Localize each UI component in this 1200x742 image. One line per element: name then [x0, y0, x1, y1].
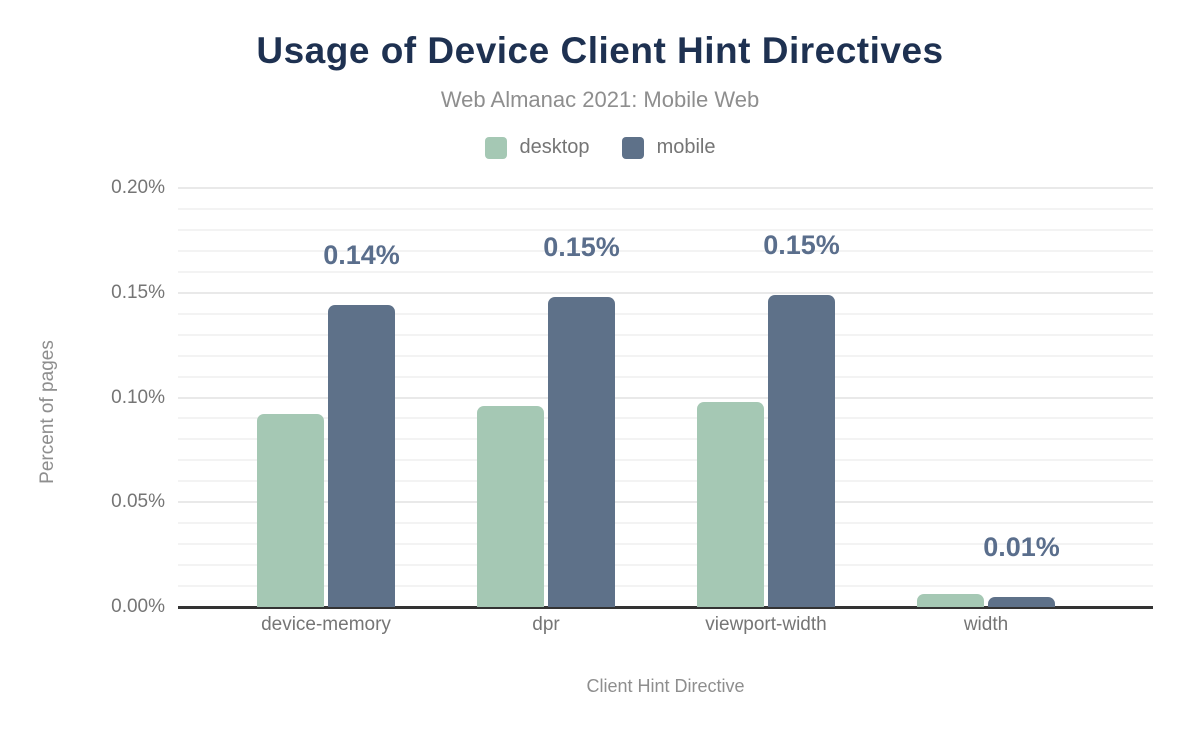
gridline-minor [178, 333, 1153, 336]
y-tick-label: 0.15% [111, 281, 165, 303]
gridline-minor [178, 228, 1153, 231]
y-tick-label: 0.20% [111, 177, 165, 198]
bar-mobile-viewport-width [768, 294, 835, 607]
legend-swatch-mobile-icon [621, 136, 644, 159]
gridline-minor [178, 375, 1153, 378]
x-axis-baseline [178, 606, 1153, 609]
gridline-minor [178, 522, 1153, 525]
y-tick-label: 0.10% [111, 386, 165, 408]
y-axis-title: Percent of pages [37, 340, 58, 484]
bar-mobile-width [988, 596, 1055, 607]
gridline-major [178, 291, 1153, 294]
bar-desktop-width [917, 594, 984, 607]
bar-value-label: 0.15% [763, 229, 840, 260]
legend: desktop mobile [0, 136, 1200, 159]
y-tick-label: 0.00% [111, 596, 165, 617]
chart-subtitle: Web Almanac 2021: Mobile Web [440, 87, 760, 112]
legend-label-desktop: desktop [519, 136, 590, 158]
gridline-minor [178, 249, 1153, 252]
bar-mobile-device-memory [328, 305, 395, 607]
legend-item-mobile: mobile [621, 136, 716, 159]
gridline-major [178, 501, 1153, 504]
gridline-minor [178, 480, 1153, 483]
bar-desktop-dpr [477, 405, 544, 607]
bar-value-label: 0.15% [543, 231, 620, 262]
gridline-minor [178, 207, 1153, 210]
bar-value-label: 0.14% [323, 240, 400, 271]
y-tick-label: 0.05% [111, 491, 165, 513]
gridline-minor [178, 564, 1153, 567]
gridline-minor [178, 270, 1153, 273]
gridline-major [178, 187, 1153, 189]
legend-item-desktop: desktop [484, 136, 590, 159]
bar-mobile-dpr [548, 296, 615, 607]
bar-value-label: 0.01% [983, 531, 1060, 562]
gridline-minor [178, 459, 1153, 462]
legend-swatch-desktop-icon [484, 136, 507, 159]
bar-desktop-device-memory [257, 414, 324, 607]
gridline-minor [178, 417, 1153, 420]
x-axis-title: Client Hint Directive [586, 676, 745, 696]
gridline-major [178, 396, 1153, 399]
x-tick-label: device-memory [261, 614, 391, 635]
gridline-minor [178, 354, 1153, 357]
x-tick-label: viewport-width [705, 614, 827, 635]
gridline-minor [178, 438, 1153, 441]
gridline-minor [178, 585, 1153, 588]
gridline-minor [178, 543, 1153, 546]
legend-label-mobile: mobile [656, 136, 716, 158]
chart-title: Usage of Device Client Hint Directives [256, 30, 944, 71]
x-tick-label: dpr [532, 614, 560, 635]
x-tick-label: width [963, 614, 1009, 635]
plot-area: 0.14% 0.15% 0.15% 0.01% [178, 187, 1153, 609]
bar-desktop-viewport-width [697, 401, 764, 607]
gridline-minor [178, 312, 1153, 315]
